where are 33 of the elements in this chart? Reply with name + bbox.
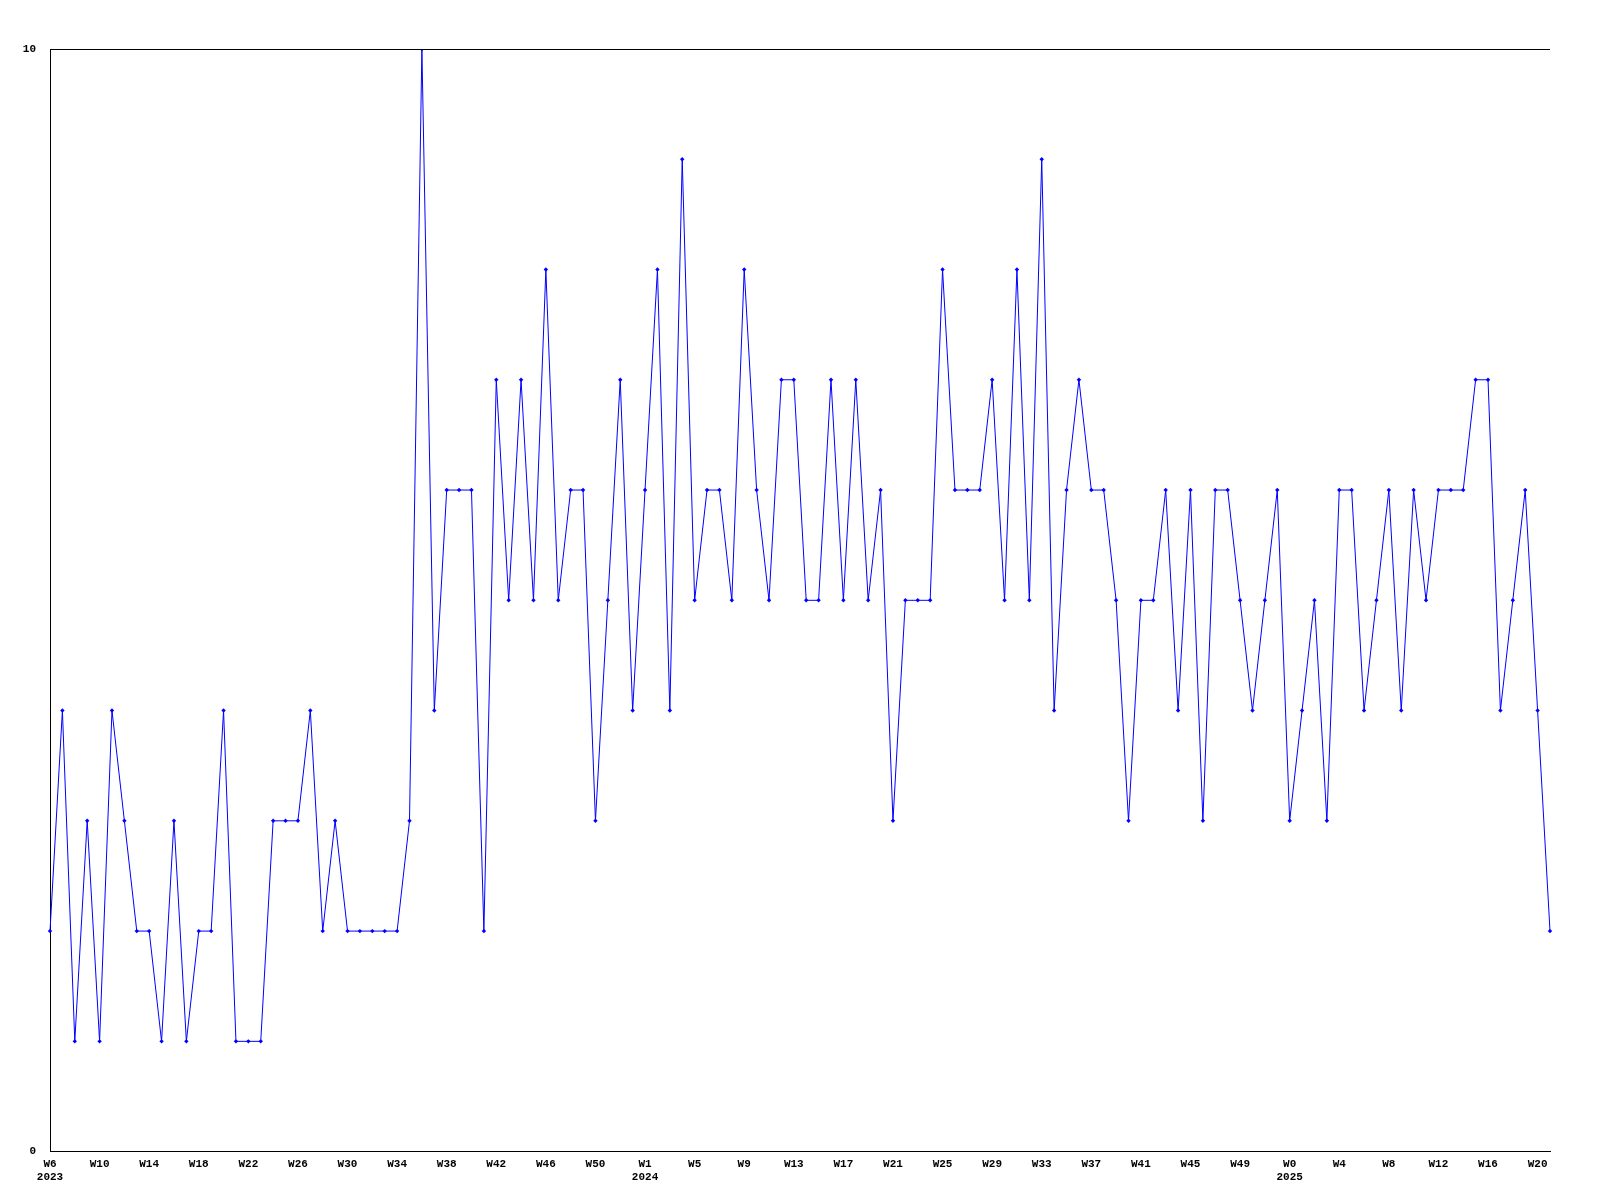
x-tick-label: W16: [1478, 1157, 1498, 1170]
x-tick-label: W25: [932, 1157, 953, 1170]
x-tick-label: W34: [387, 1157, 408, 1170]
x-tick-label: W17: [833, 1157, 854, 1170]
x-tick-label: W22: [238, 1157, 259, 1170]
x-tick-label: W21: [883, 1157, 904, 1170]
x-tick-label: W45: [1180, 1157, 1201, 1170]
x-tick-label: W10: [89, 1157, 110, 1170]
x-tick-label: W37: [1081, 1157, 1102, 1170]
x-tick-label: W12: [1428, 1157, 1449, 1170]
x-tick-label: W42: [486, 1157, 507, 1170]
x-tick-label: W13: [783, 1157, 805, 1170]
x-tick-label: W50: [585, 1157, 606, 1170]
x-tick-label: W46: [535, 1157, 556, 1170]
y-tick-label: 10: [22, 42, 36, 55]
x-tick-label: W4: [1332, 1157, 1347, 1170]
x-tick-label: W41: [1131, 1157, 1152, 1170]
x-tick-label: W18: [188, 1157, 210, 1170]
x-tick-label: W6 2023: [36, 1157, 64, 1184]
x-tick-label: W30: [337, 1157, 358, 1170]
x-tick-label: W26: [288, 1157, 308, 1170]
x-tick-label: W49: [1230, 1157, 1250, 1170]
y-tick-label: 0: [29, 1145, 36, 1158]
x-tick-label: W5: [688, 1157, 702, 1170]
x-tick-label: W38: [436, 1157, 457, 1170]
x-tick-label: W29: [982, 1157, 1003, 1170]
x-tick-label: W1 2024: [631, 1157, 659, 1184]
x-tick-label: W20: [1527, 1157, 1548, 1170]
x-tick-label: W33: [1031, 1157, 1053, 1170]
x-tick-label: W14: [139, 1157, 160, 1170]
x-tick-label: W9: [737, 1157, 751, 1170]
x-tick-label: W8: [1382, 1157, 1396, 1170]
x-tick-label: W0 2025: [1276, 1157, 1304, 1184]
